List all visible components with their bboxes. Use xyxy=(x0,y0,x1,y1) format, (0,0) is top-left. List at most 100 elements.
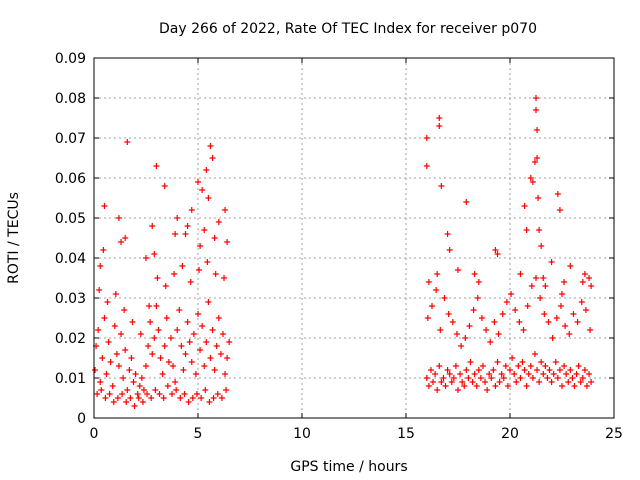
data-point xyxy=(578,299,585,305)
data-point xyxy=(119,391,126,397)
data-point xyxy=(473,383,480,389)
data-point xyxy=(162,283,169,289)
data-point xyxy=(127,395,134,401)
data-point xyxy=(105,339,112,345)
data-point xyxy=(222,371,229,377)
data-point xyxy=(538,359,545,365)
data-point xyxy=(121,307,128,313)
data-point xyxy=(563,371,570,377)
data-point xyxy=(110,399,117,405)
data-point xyxy=(209,327,216,333)
data-point xyxy=(205,299,212,305)
data-point xyxy=(130,379,137,385)
data-point xyxy=(445,311,452,317)
data-point xyxy=(129,319,136,325)
data-point xyxy=(92,367,99,373)
data-point xyxy=(165,359,172,365)
data-point xyxy=(465,375,472,381)
data-point xyxy=(588,283,595,289)
y-tick-label: 0.01 xyxy=(55,371,86,387)
data-point xyxy=(187,279,194,285)
data-point xyxy=(161,183,168,189)
data-point xyxy=(581,367,588,373)
data-point xyxy=(433,287,440,293)
data-point xyxy=(512,307,519,313)
data-point xyxy=(533,107,539,113)
data-point xyxy=(499,311,506,317)
data-point xyxy=(581,271,588,277)
y-tick-label: 0.03 xyxy=(55,291,86,307)
data-point xyxy=(423,375,430,381)
data-point xyxy=(159,371,166,377)
data-point xyxy=(483,327,490,333)
data-point xyxy=(550,371,557,377)
data-point xyxy=(540,275,547,281)
data-point xyxy=(538,243,545,249)
data-point xyxy=(521,203,528,209)
y-axis-label: ROTI / TECUs xyxy=(6,192,22,284)
data-point xyxy=(211,367,218,373)
data-point xyxy=(556,367,563,373)
data-point xyxy=(586,371,593,377)
data-point xyxy=(531,351,538,357)
data-point xyxy=(97,379,104,385)
data-point xyxy=(104,299,111,305)
data-point xyxy=(118,239,125,245)
data-point xyxy=(534,127,541,133)
data-point xyxy=(149,351,156,357)
data-point xyxy=(118,331,125,337)
x-tick-label: 25 xyxy=(605,426,623,442)
data-point xyxy=(210,395,217,401)
data-point xyxy=(482,379,489,385)
data-point xyxy=(474,295,481,301)
data-point xyxy=(215,315,222,321)
data-point xyxy=(122,235,129,241)
data-point xyxy=(154,275,161,281)
x-tick-label: 10 xyxy=(293,426,311,442)
data-point xyxy=(475,279,482,285)
data-point xyxy=(574,319,581,325)
data-point xyxy=(582,307,589,313)
data-point xyxy=(436,363,443,369)
data-point xyxy=(453,331,460,337)
data-point xyxy=(213,343,220,349)
data-point xyxy=(423,135,430,141)
data-point xyxy=(101,315,108,321)
data-point xyxy=(571,383,578,389)
data-point xyxy=(588,379,595,385)
data-point xyxy=(207,143,214,149)
data-point xyxy=(455,387,461,393)
data-point xyxy=(437,327,444,333)
data-point xyxy=(507,367,513,373)
data-point xyxy=(546,367,553,373)
data-point xyxy=(463,199,470,205)
data-point xyxy=(531,159,538,165)
data-point xyxy=(548,259,555,265)
y-tick-label: 0.02 xyxy=(55,331,86,347)
data-point xyxy=(535,195,542,201)
data-point xyxy=(153,303,160,309)
data-point xyxy=(115,215,122,221)
data-point xyxy=(182,231,189,237)
plot-frame xyxy=(93,57,615,419)
data-point xyxy=(477,375,484,381)
data-point xyxy=(527,175,534,181)
data-point xyxy=(442,383,449,389)
data-point xyxy=(185,399,192,405)
data-point xyxy=(463,367,470,373)
data-point xyxy=(137,331,144,337)
data-point xyxy=(186,339,193,345)
data-point xyxy=(471,371,478,377)
data-point xyxy=(161,343,168,349)
data-point xyxy=(124,139,131,145)
data-point xyxy=(548,379,555,385)
data-point xyxy=(542,363,549,369)
data-point xyxy=(496,379,503,385)
data-point xyxy=(131,403,138,409)
data-point xyxy=(561,279,568,285)
data-point xyxy=(516,319,523,325)
data-point xyxy=(184,223,191,229)
data-point xyxy=(126,367,133,373)
data-point xyxy=(541,311,548,317)
